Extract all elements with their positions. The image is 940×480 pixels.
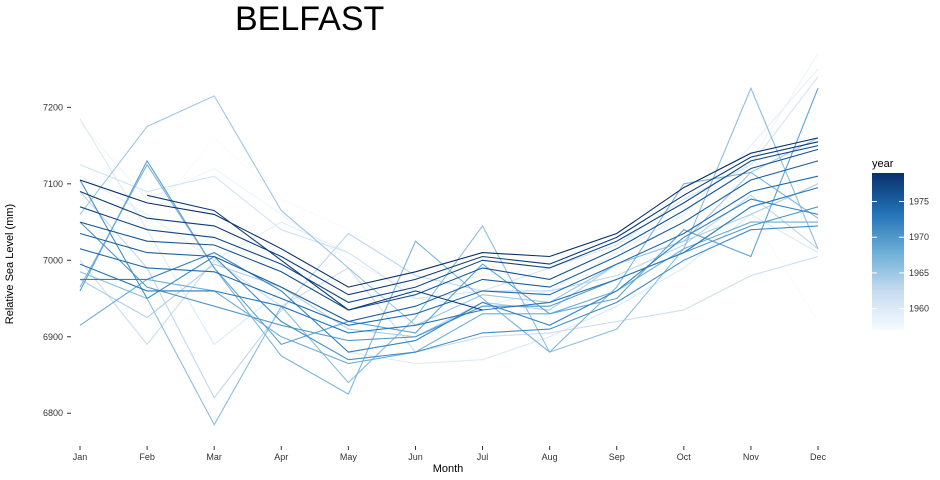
legend-tick-label: 1965	[909, 268, 929, 278]
series-lines	[79, 53, 819, 426]
series-line-1966	[79, 86, 819, 426]
x-axis-title: Month	[433, 463, 464, 475]
legend-tick-label: 1960	[909, 304, 929, 314]
series-line-1962	[79, 255, 819, 353]
y-tick-label: 6800	[43, 408, 63, 418]
series-line-1974	[79, 175, 819, 326]
y-axis-title: Relative Sea Level (mm)	[4, 204, 16, 324]
chart-title: BELFAST	[235, 0, 384, 38]
series-line-1973	[79, 187, 819, 334]
series-line-1976	[79, 148, 819, 311]
series-line-1978	[79, 141, 819, 296]
series-line-1965	[79, 95, 819, 326]
legend-tick-label: 1975	[909, 197, 929, 207]
series-line-1971	[79, 179, 819, 361]
legend-tick-label: 1970	[909, 232, 929, 242]
color-legend: year 1960 1965 1970 1975	[872, 158, 929, 330]
series-line-1969	[79, 87, 819, 346]
y-tick-label: 7000	[43, 255, 63, 265]
x-tick-label: Jun	[408, 452, 423, 462]
x-tick-label: Nov	[743, 452, 760, 462]
x-tick-label: Mar	[206, 452, 222, 462]
series-line-1975	[79, 160, 819, 323]
series-line-1972	[80, 198, 819, 353]
x-axis: Jan Feb Mar Apr May Jun Jul Aug Sep Oct Nov Dec	[73, 446, 827, 462]
y-tick-label: 7100	[43, 179, 63, 189]
x-tick-label: May	[340, 452, 358, 462]
y-tick-label: 7200	[43, 102, 63, 112]
x-tick-label: Jan	[73, 452, 88, 462]
x-tick-label: Aug	[542, 452, 558, 462]
series-line-1979	[79, 137, 819, 288]
series-line-1977	[79, 145, 819, 303]
y-axis: 6800 6900 7000 7100 7200	[43, 102, 71, 418]
series-line-1957	[79, 137, 819, 322]
series-line-1961	[79, 76, 819, 300]
y-tick-label: 6900	[43, 332, 63, 342]
series-line-1960	[79, 118, 819, 365]
x-tick-label: Jul	[477, 452, 489, 462]
x-tick-label: Sep	[609, 452, 625, 462]
x-tick-label: Dec	[810, 452, 827, 462]
series-line-1964	[79, 183, 819, 338]
x-tick-label: Oct	[677, 452, 692, 462]
x-tick-label: Apr	[274, 452, 288, 462]
legend-title: year	[872, 158, 894, 170]
legend-colorbar	[872, 173, 904, 330]
series-line-1978	[146, 194, 483, 311]
x-tick-label: Feb	[139, 452, 155, 462]
